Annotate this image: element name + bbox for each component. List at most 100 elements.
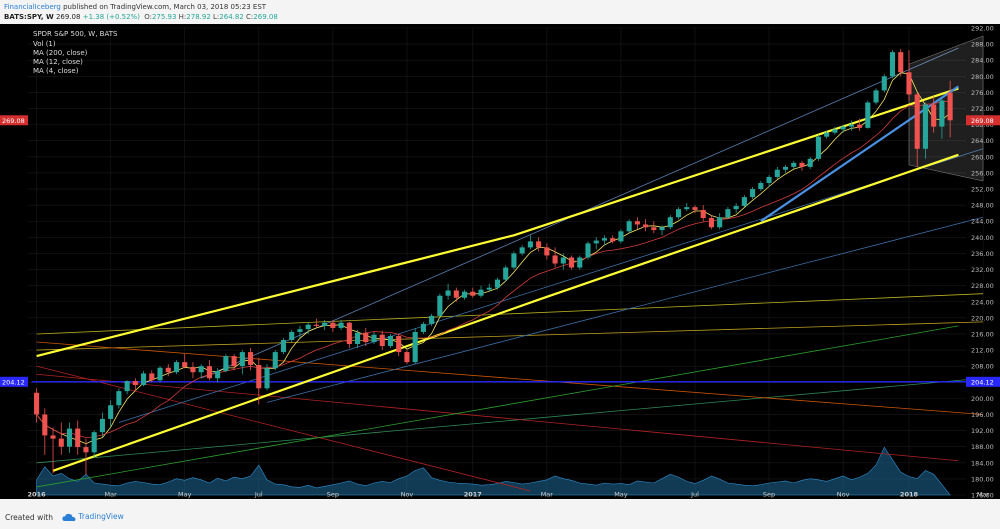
candle-body <box>799 162 805 167</box>
candle-body <box>338 322 344 328</box>
candle-body <box>593 240 599 244</box>
x-tick-label: Mar <box>977 491 990 499</box>
candle-body <box>198 366 204 373</box>
candle-body <box>173 362 180 373</box>
candle <box>206 360 212 381</box>
candle <box>536 237 542 252</box>
candle <box>511 251 517 270</box>
candle-body <box>848 124 854 127</box>
x-tick-label: Sep <box>327 491 339 499</box>
quote-line: BATS:SPY, W 269.08 +1.38 (+0.52%) O:275.… <box>4 13 278 21</box>
trend-line <box>36 373 959 462</box>
candle <box>198 364 204 379</box>
candle <box>338 319 344 330</box>
candle-body <box>733 205 739 210</box>
candle-body <box>585 243 591 258</box>
candle <box>66 422 73 453</box>
chart-legend: SPDR S&P 500, W, BATS Vol (1) MA (200, c… <box>33 30 118 75</box>
price-badge-label: 204.12 <box>971 378 994 386</box>
candle-body <box>272 352 278 369</box>
candle-body <box>108 405 114 419</box>
candle <box>108 400 114 427</box>
candle-body <box>330 322 336 328</box>
candle-body <box>346 322 352 345</box>
ohlc-values: O:275.93 H:278.92 L:264.82 C:269.08 <box>144 13 278 21</box>
candle-body <box>758 182 764 190</box>
candle-body <box>750 189 756 198</box>
candle-body <box>132 381 138 386</box>
candle-body <box>165 367 171 373</box>
candle-body <box>568 257 575 268</box>
y-tick-label: 228.00 <box>971 282 994 290</box>
candle-body <box>725 209 731 218</box>
y-tick-label: 288.00 <box>971 41 994 49</box>
candle-body <box>363 332 369 343</box>
candle-body <box>774 169 780 177</box>
candle-body <box>939 100 945 127</box>
candle <box>116 388 122 409</box>
tradingview-logo[interactable]: TradingView <box>62 512 124 522</box>
candle <box>396 333 402 357</box>
y-tick-label: 236.00 <box>971 250 994 258</box>
price-axis[interactable]: 176.00 180.00 184.00 188.00 192.00 196.00 200.… <box>0 25 1000 500</box>
time-axis[interactable]: 2016 Mar May Jul Sep Nov 2017 Mar May Jul Sep Nov 20… <box>28 491 990 499</box>
y-tick-label: 272.00 <box>971 105 994 113</box>
candle-body <box>560 257 566 264</box>
ma12-line <box>36 101 951 439</box>
candle <box>248 348 254 371</box>
candle-body <box>437 295 443 316</box>
author-link[interactable]: FinancialIceberg <box>4 3 61 11</box>
candle <box>791 160 797 169</box>
candle-body <box>840 126 846 130</box>
candle-body <box>544 247 550 256</box>
price-badge-left-label: 204.12 <box>2 378 25 386</box>
candle-body <box>322 322 328 326</box>
candle <box>568 255 575 270</box>
x-tick-label: Nov <box>401 491 414 499</box>
candle-body <box>83 447 89 453</box>
candle <box>643 219 649 232</box>
price-badge-left <box>0 115 28 126</box>
legend-item-ma200: MA (200, close) <box>33 49 88 57</box>
candle-body <box>634 221 640 225</box>
candle-body <box>445 290 451 296</box>
price-badge-left-label: 269.08 <box>2 117 25 125</box>
candle <box>898 48 904 77</box>
trend-line <box>36 325 959 488</box>
candle <box>379 330 385 351</box>
candle-body <box>149 373 155 381</box>
candle <box>141 371 147 387</box>
candle <box>363 327 369 347</box>
symbol-label: BATS:SPY, W <box>4 13 54 21</box>
candle-body <box>536 241 542 248</box>
candle <box>165 364 171 377</box>
x-tick-label: Sep <box>763 491 775 499</box>
candle <box>157 366 163 383</box>
candle-body <box>429 315 435 324</box>
y-tick-label: 200.00 <box>971 395 994 403</box>
volume-fill <box>36 446 951 496</box>
candle <box>733 203 739 214</box>
candle-body <box>34 392 40 415</box>
candle <box>313 318 319 328</box>
candle-body <box>91 432 97 453</box>
candle-body <box>519 247 525 254</box>
candle <box>437 293 443 318</box>
candle-body <box>256 364 262 389</box>
candle-body <box>486 287 492 290</box>
close-value: 269.08 <box>253 13 278 21</box>
price-badge <box>966 115 1000 126</box>
x-tick-label: Jul <box>254 491 263 499</box>
candle <box>494 277 501 290</box>
y-tick-label: 216.00 <box>971 330 994 338</box>
candle <box>848 120 854 131</box>
x-tick-label: Nov <box>837 491 850 499</box>
price-chart[interactable]: 176.00 180.00 184.00 188.00 192.00 196.00 200.… <box>0 24 1000 499</box>
candle <box>346 321 352 349</box>
candle <box>297 325 303 338</box>
candle-body <box>832 129 838 133</box>
candle-body <box>355 332 361 345</box>
candle-body <box>931 104 937 127</box>
ma4-line <box>36 72 951 445</box>
candle-body <box>741 197 747 206</box>
